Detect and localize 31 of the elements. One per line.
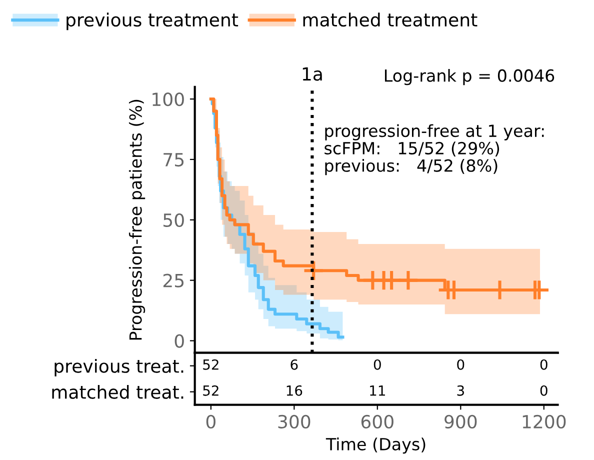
- ref-line-label: 1a: [302, 67, 322, 81]
- y-axis-title: Progression-free patients (%): [128, 100, 146, 340]
- y-tick-label: 100: [152, 92, 184, 106]
- y-tick-label: 25: [163, 274, 184, 288]
- annotation: progression-free at 1 year: scFPM: 15/52 (29%) previous: 4/52 (8%): [324, 124, 544, 176]
- x-axis-title: Time (Days): [326, 438, 426, 454]
- data-label: 6: [290, 359, 298, 370]
- point: [302, 260, 324, 282]
- x-tick-label: 600: [361, 414, 394, 428]
- x-tick-label: 900: [444, 414, 477, 428]
- data-label: 11: [370, 386, 385, 396]
- data-label: 3: [457, 385, 464, 396]
- y-tick-label: 75: [164, 153, 184, 167]
- text: Log-rank p = 0.0046: [384, 68, 554, 86]
- x-tick-label: 1200: [522, 414, 566, 428]
- x-tick-label: 300: [278, 414, 310, 428]
- x-tick-label: 0: [206, 414, 216, 428]
- data-label: 0: [457, 359, 464, 370]
- y-tick-label: previous treat.: [54, 358, 184, 376]
- data-label: 0: [540, 385, 548, 396]
- data-label: 52: [203, 359, 218, 370]
- point: [397, 269, 420, 292]
- y-tick-label: 0: [174, 334, 184, 348]
- data-label: 16: [286, 385, 302, 396]
- legend-label: previous treatment: [66, 12, 238, 30]
- y-tick-label: 50: [164, 213, 184, 227]
- data-label: 0: [540, 359, 548, 370]
- y-tick-label: matched treat.: [52, 384, 184, 399]
- legend-label: matched treatment: [303, 12, 478, 27]
- data-label: 0: [374, 359, 381, 370]
- data-label: 52: [203, 385, 218, 396]
